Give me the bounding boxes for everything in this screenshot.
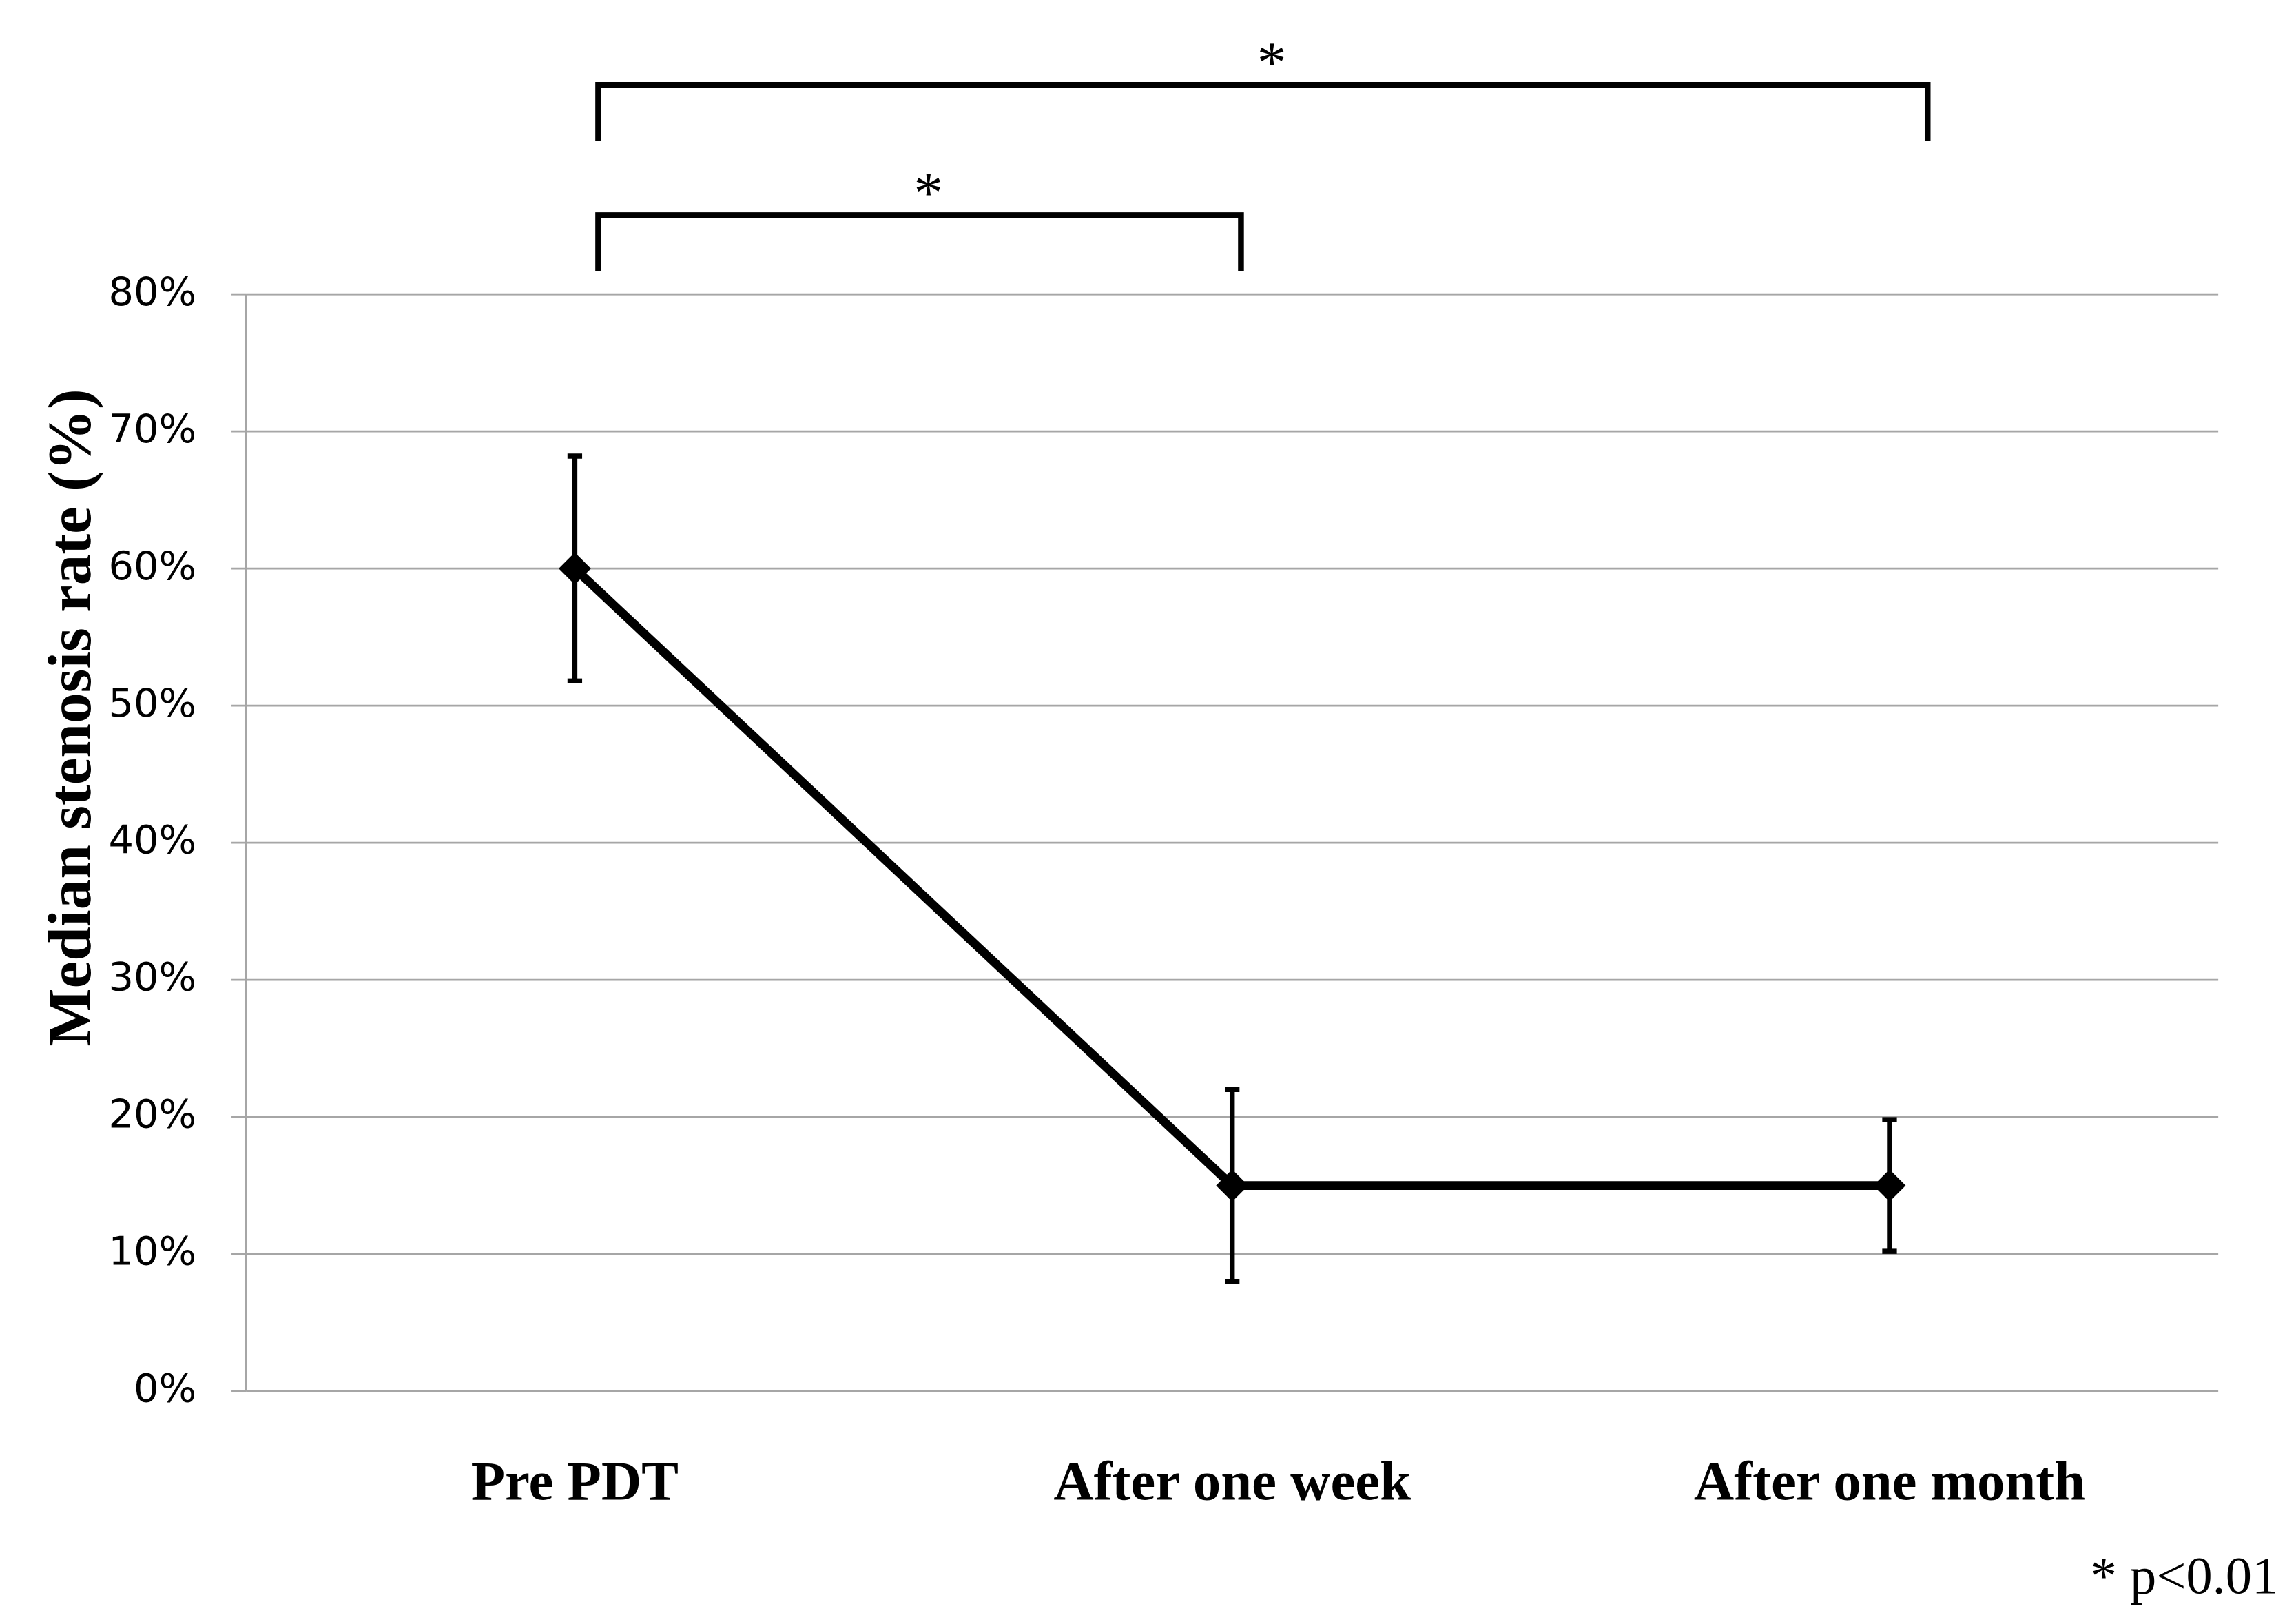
significance-label: * xyxy=(913,161,943,225)
y-tick-label: 0% xyxy=(134,1366,196,1412)
y-tick-label: 70% xyxy=(108,406,196,452)
y-tick-label: 80% xyxy=(108,269,196,315)
significance-bracket xyxy=(595,212,1244,271)
x-tick-label: After one month xyxy=(1694,1450,2085,1512)
data-point xyxy=(1873,1169,1906,1202)
footnote: * p<0.01 xyxy=(2091,1546,2279,1605)
data-point xyxy=(1216,1169,1249,1202)
y-tick-label: 20% xyxy=(108,1091,196,1138)
y-tick-label: 50% xyxy=(108,680,196,726)
significance-bracket xyxy=(595,82,1931,141)
x-tick-label: After one week xyxy=(1053,1450,1411,1512)
significance-label: * xyxy=(1257,30,1287,95)
x-tick-label: Pre PDT xyxy=(471,1450,679,1512)
y-tick-label: 60% xyxy=(108,543,196,589)
y-tick-label: 30% xyxy=(108,954,196,1000)
y-tick-label: 40% xyxy=(108,817,196,863)
y-axis-title: Median stenosis rate (%) xyxy=(36,389,104,1046)
y-tick-label: 10% xyxy=(108,1229,196,1275)
